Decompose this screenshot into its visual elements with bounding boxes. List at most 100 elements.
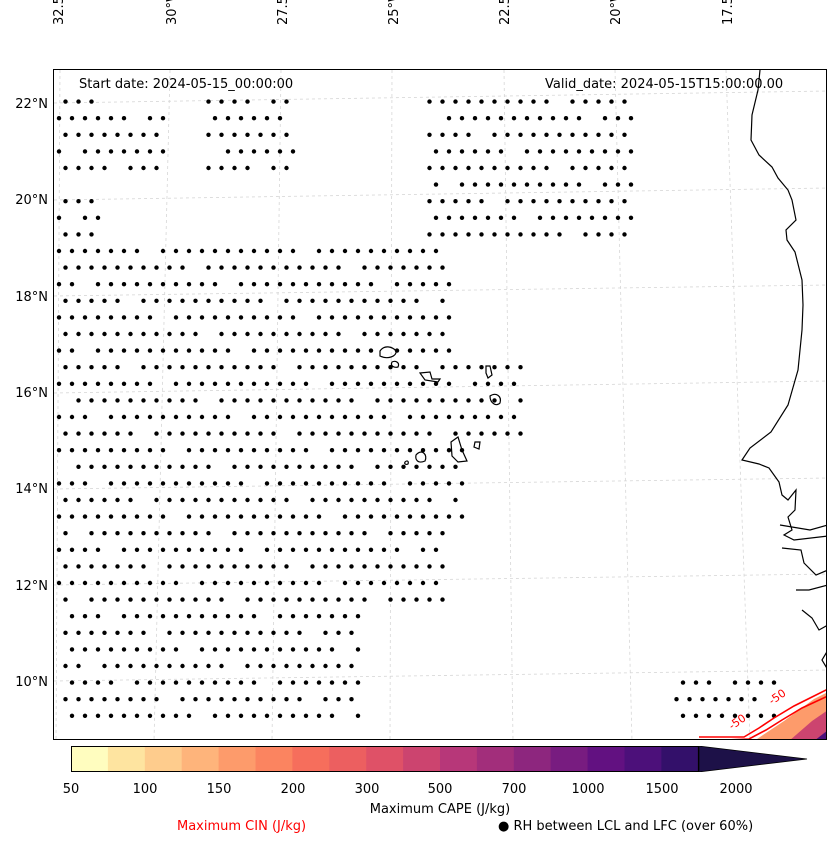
rh-dot: [186, 282, 192, 287]
rh-dot: [388, 531, 393, 536]
cbar-tick-300: 300: [354, 782, 380, 797]
rh-dot: [459, 149, 465, 154]
rh-dot: [232, 398, 237, 403]
rh-dot: [141, 165, 146, 171]
rh-dot: [381, 248, 387, 254]
rh-dot: [245, 132, 250, 137]
rh-dot: [472, 381, 478, 386]
rh-dot: [297, 398, 302, 403]
rh-dot: [206, 132, 211, 137]
rh-dot: [362, 365, 367, 370]
rh-dot: [134, 580, 140, 586]
rh-dot: [349, 365, 354, 370]
rh-dot: [160, 647, 166, 652]
rh-dot: [173, 414, 179, 420]
rh-dot: [414, 331, 419, 337]
rh-dot: [108, 647, 114, 652]
rh-dot: [251, 116, 257, 121]
rh-dot: [108, 116, 114, 121]
rh-dot: [258, 365, 263, 370]
rh-dot: [121, 481, 127, 486]
rh-dot: [232, 431, 237, 436]
rh-dot: [362, 265, 367, 270]
rh-dot: [687, 697, 692, 702]
rh-dot: [167, 431, 172, 436]
rh-dot: [76, 199, 81, 204]
cin-contours: [699, 689, 826, 739]
rh-dot: [212, 381, 218, 386]
rh-dot: [271, 597, 276, 602]
rh-dot: [76, 431, 81, 436]
rh-dot: [284, 663, 289, 669]
rh-dot: [492, 99, 497, 104]
rh-dot: [193, 663, 198, 669]
rh-dot: [147, 514, 153, 519]
rh-dot: [414, 464, 419, 469]
rh-dot: [492, 232, 497, 237]
rh-dot: [492, 365, 497, 370]
rh-dot: [466, 199, 471, 204]
rh-dot: [232, 165, 237, 171]
rh-dot: [115, 398, 120, 403]
rh-dot: [206, 298, 211, 303]
rh-dot: [277, 149, 283, 154]
rh-dot: [199, 580, 205, 586]
rh-dot: [121, 514, 127, 519]
rh-dot: [186, 514, 192, 519]
rh-dot: [758, 680, 764, 685]
rh-dot: [271, 531, 276, 536]
rh-dot: [108, 481, 114, 486]
rh-dot: [440, 365, 445, 370]
rh-dot: [173, 647, 179, 652]
rh-dot: [297, 331, 302, 337]
rh-dot: [258, 398, 263, 403]
rh-dot: [193, 431, 198, 436]
rh-dot: [186, 414, 192, 420]
rh-dot: [323, 531, 328, 536]
rh-dot: [323, 697, 328, 702]
rh-dot: [128, 398, 133, 403]
rh-dot: [82, 713, 88, 718]
rh-dot: [531, 165, 536, 171]
rh-dot: [355, 514, 361, 519]
rh-dot: [745, 680, 751, 685]
rh-dot: [290, 381, 296, 386]
rh-dot: [433, 481, 439, 486]
rh-dot: [63, 232, 68, 237]
rh-dot: [121, 647, 127, 652]
rh-dot: [199, 614, 205, 619]
rh-dot: [336, 597, 341, 602]
rh-dot: [69, 448, 75, 453]
rh-dot: [388, 497, 393, 503]
rh-dot: [160, 514, 166, 519]
rh-dot: [199, 647, 205, 652]
rh-dot: [82, 514, 88, 519]
rh-dot: [206, 697, 211, 702]
rh-dot: [225, 381, 231, 386]
rh-dot: [63, 630, 68, 635]
rh-dot: [336, 398, 341, 403]
rh-dot: [271, 365, 276, 370]
rh-dot: [108, 680, 114, 685]
rh-dot: [622, 232, 627, 237]
rh-dot: [219, 331, 224, 337]
rh-dot: [453, 398, 458, 403]
rh-dot: [310, 298, 315, 303]
rh-dot: [108, 381, 114, 386]
rh-dot: [238, 315, 244, 320]
rh-dot: [264, 514, 270, 519]
rh-dot: [108, 713, 114, 718]
rh-dot: [375, 398, 380, 403]
rh-dot: [108, 514, 114, 519]
rh-dot: [693, 713, 699, 718]
rh-dot: [180, 398, 185, 403]
rh-dot: [440, 531, 445, 536]
rh-dot: [498, 414, 504, 420]
rh-dot: [128, 497, 133, 503]
rh-dot: [310, 265, 315, 270]
rh-dot: [628, 116, 634, 121]
rh-dot: [141, 398, 146, 403]
rh-dot: [180, 564, 185, 569]
rh-dot: [82, 580, 88, 586]
rh-dot: [232, 331, 237, 337]
